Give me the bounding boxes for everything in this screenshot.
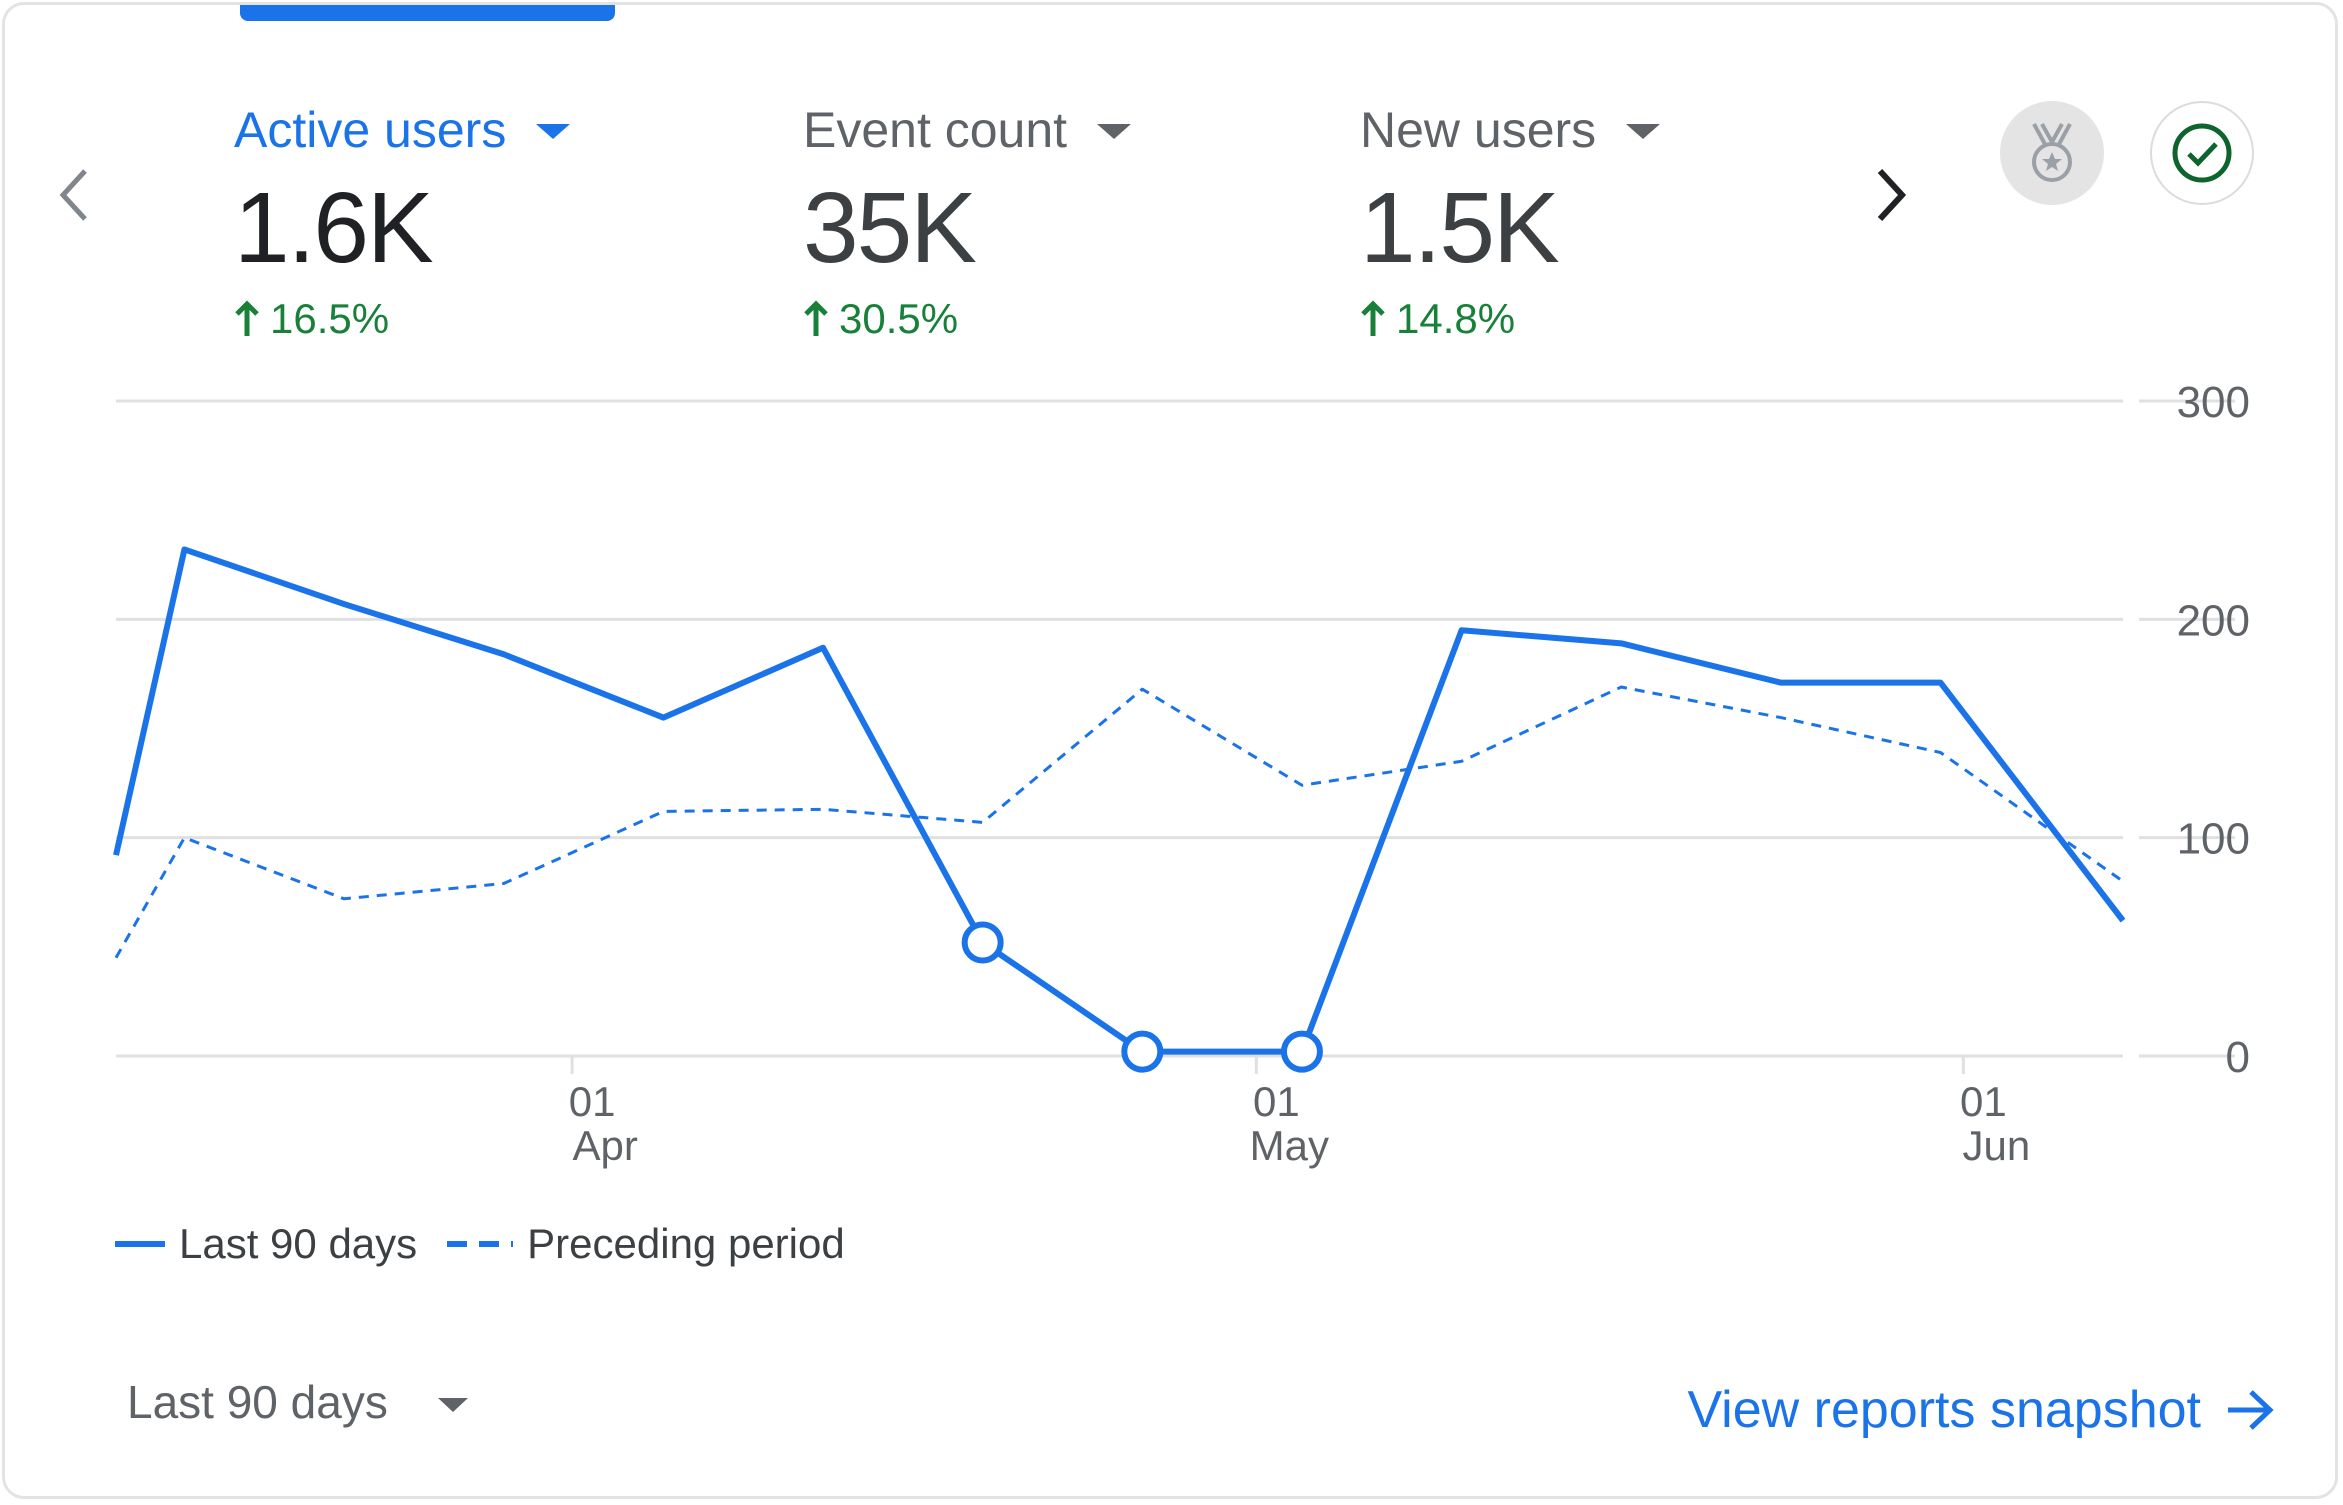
series-line-last-90-days xyxy=(113,546,2126,1055)
metric-label: New users xyxy=(1360,102,1597,158)
x-tick-month-label: May xyxy=(1250,1122,1329,1169)
y-tick-label: 0 xyxy=(2226,1033,2250,1082)
legend-item-last-90-days: Last 90 days xyxy=(115,1220,417,1268)
metric-label: Active users xyxy=(234,102,507,158)
x-tick-day-label: 01 xyxy=(569,1078,616,1125)
series-line-preceding-period xyxy=(114,685,2124,959)
data-point-marker xyxy=(1121,1030,1164,1073)
legend-item-preceding-period: Preceding period xyxy=(447,1220,845,1268)
chevron-left-icon xyxy=(59,169,87,221)
x-tick-day-label: 01 xyxy=(1253,1078,1300,1125)
solid-line-swatch xyxy=(115,1241,165,1247)
metric-value: 1.5K xyxy=(1360,172,1560,284)
caret-down-icon xyxy=(437,1398,468,1412)
view-reports-snapshot-link[interactable]: View reports snapshot xyxy=(1687,1380,2275,1440)
check-circle-icon xyxy=(2172,123,2232,183)
previous-metrics-button[interactable] xyxy=(45,155,105,235)
caret-down-icon xyxy=(536,123,571,139)
chevron-right-icon xyxy=(1877,168,1907,222)
metric-value: 1.6K xyxy=(234,172,434,284)
legend-label: Preceding period xyxy=(527,1220,845,1267)
y-tick-label: 100 xyxy=(2177,815,2250,864)
metric-value: 35K xyxy=(803,172,977,284)
medal-icon xyxy=(2032,123,2072,182)
metric-change: 14.8% xyxy=(1396,295,1516,342)
y-tick-label: 300 xyxy=(2177,385,2250,427)
data-point-marker xyxy=(1280,1030,1323,1073)
metric-tab-event-count[interactable]: Event count 35K 30.5% xyxy=(803,95,1132,343)
x-tick-month-label: Jun xyxy=(1962,1122,2030,1169)
date-range-label: Last 90 days xyxy=(127,1376,388,1428)
arrow-up-icon xyxy=(235,300,259,336)
y-tick-label: 200 xyxy=(2177,596,2250,645)
date-range-dropdown[interactable]: Last 90 days xyxy=(127,1375,468,1429)
dashed-line-swatch xyxy=(447,1241,514,1247)
metric-change: 16.5% xyxy=(270,295,390,342)
caret-down-icon xyxy=(1626,123,1661,139)
arrow-right-icon xyxy=(2228,1390,2274,1430)
arrow-up-icon xyxy=(1361,300,1385,336)
next-metrics-button[interactable] xyxy=(1860,155,1920,235)
chart-legend: Last 90 days Preceding period xyxy=(115,1220,875,1268)
metric-tab-new-users[interactable]: New users 1.5K 14.8% xyxy=(1360,95,1661,343)
status-button[interactable] xyxy=(2150,101,2254,205)
metric-label: Event count xyxy=(803,102,1068,158)
arrow-up-icon xyxy=(804,300,828,336)
metric-tab-active-users[interactable]: Active users 1.6K 16.5% xyxy=(234,95,571,343)
metric-change: 30.5% xyxy=(839,295,959,342)
x-tick-day-label: 01 xyxy=(1960,1078,2007,1125)
insights-button[interactable] xyxy=(2000,101,2104,205)
selected-tab-indicator xyxy=(240,5,615,21)
snapshot-link-label: View reports snapshot xyxy=(1687,1381,2201,1439)
caret-down-icon xyxy=(1097,123,1132,139)
legend-label: Last 90 days xyxy=(179,1220,418,1267)
x-tick-month-label: Apr xyxy=(572,1122,637,1169)
data-point-marker xyxy=(961,921,1004,964)
